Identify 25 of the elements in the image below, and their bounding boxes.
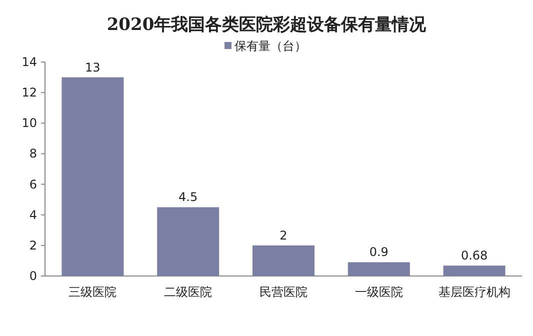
- data-label: 0.9: [369, 245, 388, 260]
- x-tick-label: 民营医院: [260, 285, 308, 299]
- x-tick-label: 三级医院: [68, 285, 117, 299]
- chart-title: 2020年我国各类医院彩超设备保有量情况: [106, 15, 428, 35]
- bar: [348, 262, 410, 276]
- bar: [157, 207, 220, 276]
- y-tick-label: 2: [29, 238, 37, 252]
- y-tick-label: 12: [22, 86, 37, 100]
- x-tick-label: 一级医院: [354, 285, 403, 299]
- x-tick-label: 基层医疗机构: [438, 285, 510, 299]
- y-tick-label: 4: [29, 208, 37, 222]
- y-tick-label: 6: [29, 177, 37, 192]
- y-tick-label: 0: [29, 269, 37, 283]
- bar: [443, 266, 506, 276]
- data-label: 2: [280, 228, 288, 242]
- y-tick-label: 10: [22, 116, 37, 130]
- legend-label: 保有量（台）: [234, 39, 306, 53]
- y-tick-label: 8: [29, 146, 37, 161]
- data-label: 4.5: [178, 190, 198, 204]
- y-tick-label: 14: [22, 55, 37, 69]
- bar: [62, 77, 124, 276]
- data-label: 0.68: [460, 248, 488, 263]
- data-label: 13: [85, 60, 100, 74]
- bar: [252, 245, 315, 276]
- x-tick-label: 二级医院: [164, 285, 212, 299]
